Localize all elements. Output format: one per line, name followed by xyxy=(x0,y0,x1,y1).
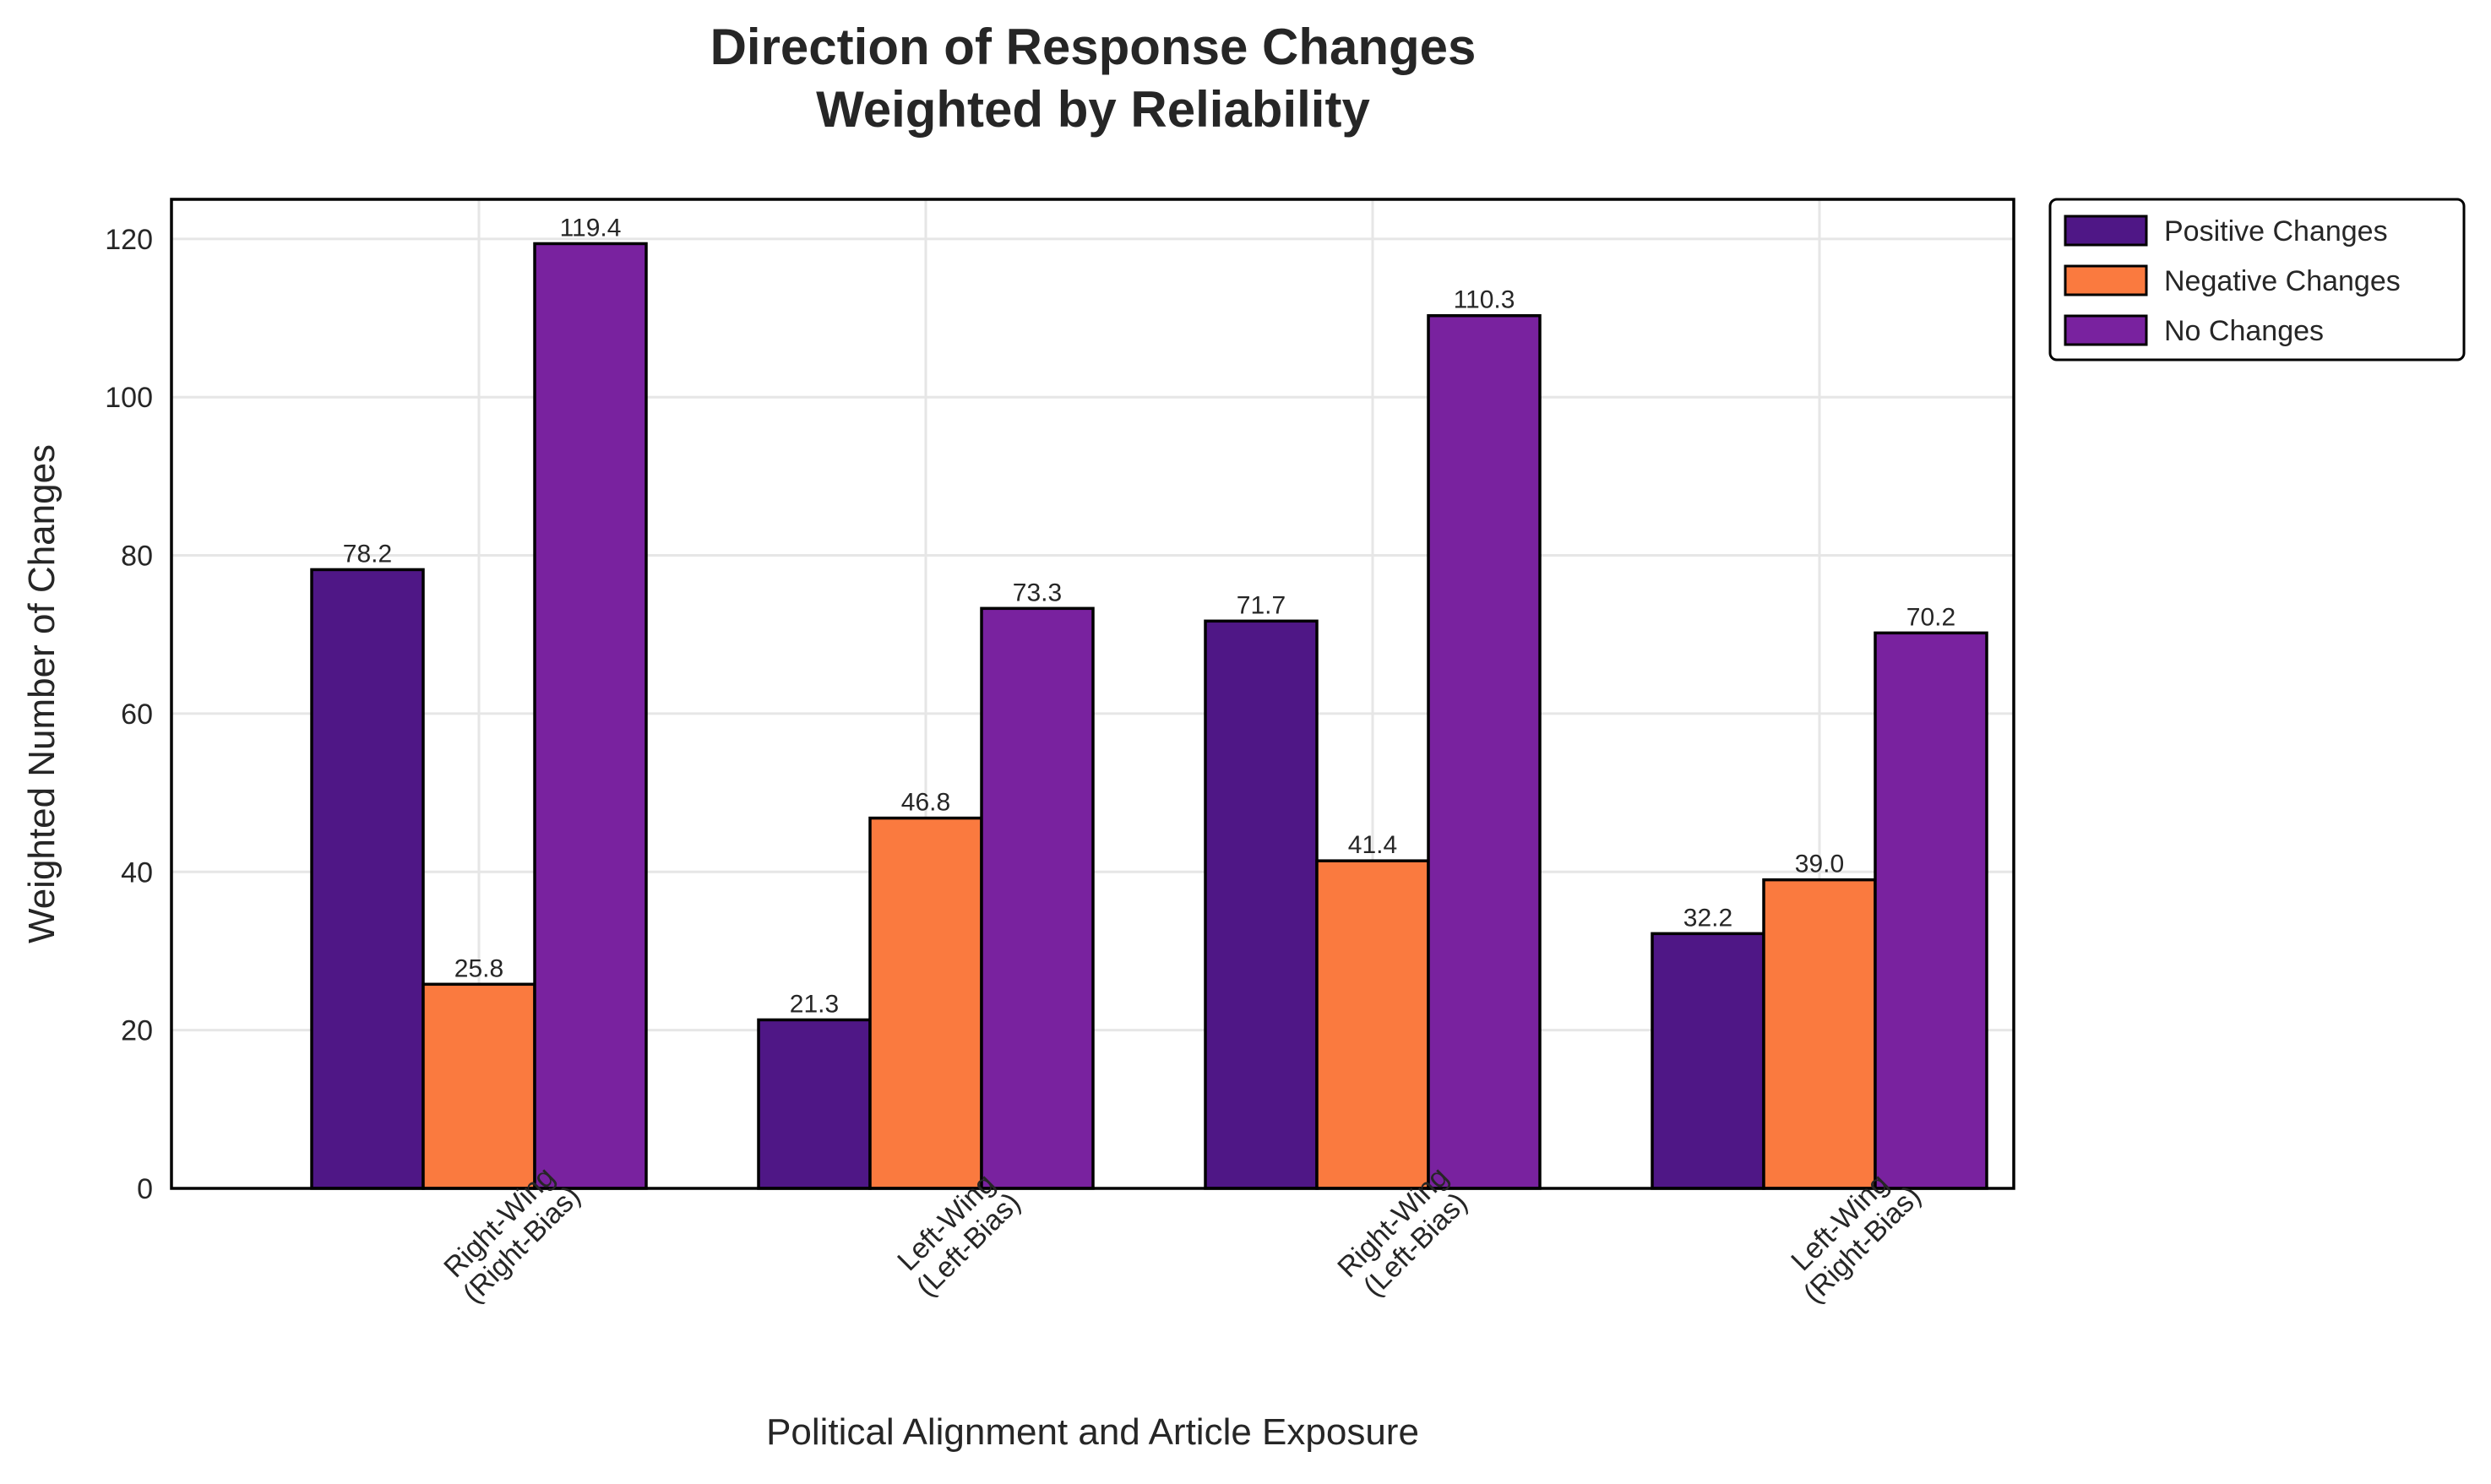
y-axis-ticks: 0 20 40 60 80 100 120 xyxy=(105,224,153,1205)
y-tick-label: 20 xyxy=(121,1015,153,1047)
y-tick-label: 80 xyxy=(121,541,153,573)
bar-positive-changes xyxy=(1204,619,1319,1190)
legend-label-positive-changes: Positive Changes xyxy=(2164,215,2388,247)
value-label-no-changes: 73.3 xyxy=(1013,579,1062,606)
y-tick-label: 0 xyxy=(137,1173,153,1205)
x-axis-label: Political Alignment and Article Exposure xyxy=(766,1411,1419,1453)
plot-area-frame xyxy=(170,198,2015,1190)
value-label-negative-changes: 25.8 xyxy=(454,954,503,982)
bar-positive-changes xyxy=(310,568,425,1190)
legend-box xyxy=(2048,198,2466,361)
bar-negative-changes xyxy=(1315,859,1430,1190)
bar-positive-changes xyxy=(757,1018,872,1190)
bar-no-changes xyxy=(1427,313,1542,1190)
bar-positive-changes xyxy=(1651,932,1765,1190)
legend-label-no-changes: No Changes xyxy=(2164,315,2324,347)
y-tick-label: 60 xyxy=(121,699,153,731)
value-labels: 78.2 25.8 119.4 21.3 46.8 73.3 71.7 41.4 110.3 32… xyxy=(343,214,1955,1018)
y-tick-label: 40 xyxy=(121,856,153,889)
bar-negative-changes xyxy=(868,816,983,1190)
value-label-no-changes: 110.3 xyxy=(1454,286,1515,314)
bars-layer xyxy=(310,242,1988,1190)
bar-no-changes xyxy=(980,606,1095,1190)
chart-title-line-1: Direction of Response Changes xyxy=(710,19,1477,75)
legend-swatch-no-changes xyxy=(2064,314,2148,346)
bar-no-changes xyxy=(533,242,648,1190)
y-axis-label: Weighted Number of Changes xyxy=(21,444,63,943)
value-label-positive-changes: 78.2 xyxy=(343,540,392,568)
value-label-negative-changes: 39.0 xyxy=(1795,851,1844,878)
legend-swatch-positive-changes xyxy=(2064,215,2148,247)
bar-negative-changes xyxy=(422,982,536,1190)
legend-label-negative-changes: Negative Changes xyxy=(2164,265,2401,297)
value-label-positive-changes: 21.3 xyxy=(790,990,839,1018)
value-label-no-changes: 119.4 xyxy=(560,214,622,242)
legend: Positive Changes Negative Changes No Chang… xyxy=(2048,198,2466,361)
y-tick-label: 100 xyxy=(105,382,153,414)
value-label-positive-changes: 71.7 xyxy=(1237,591,1286,619)
chart-title-line-2: Weighted by Reliability xyxy=(816,81,1370,138)
value-label-negative-changes: 46.8 xyxy=(901,789,950,817)
value-label-negative-changes: 41.4 xyxy=(1348,831,1397,859)
bar-no-changes xyxy=(1874,631,1988,1190)
y-tick-label: 120 xyxy=(105,224,153,256)
value-label-positive-changes: 32.2 xyxy=(1683,904,1732,932)
value-label-no-changes: 70.2 xyxy=(1906,603,1955,631)
bar-negative-changes xyxy=(1762,878,1877,1190)
legend-swatch-negative-changes xyxy=(2064,264,2148,296)
chart-title: Direction of Response Changes Weighted b… xyxy=(710,19,1477,138)
